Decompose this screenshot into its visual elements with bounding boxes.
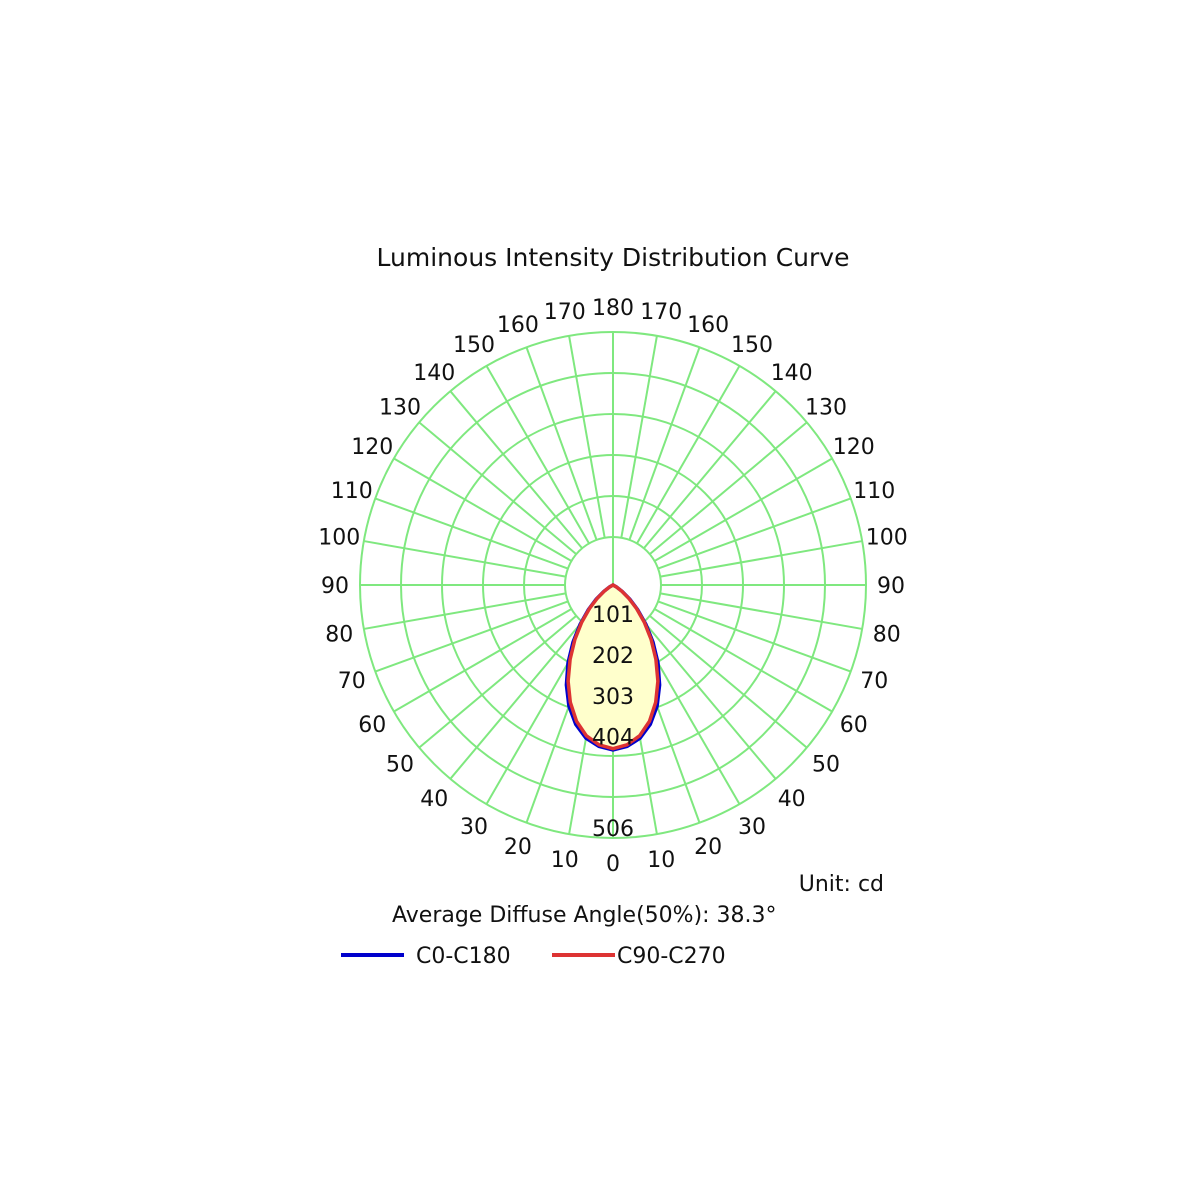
angle-label-left: 170 xyxy=(544,300,586,325)
legend-label-0: C0-C180 xyxy=(416,944,511,969)
grid-spoke xyxy=(393,608,572,713)
angle-label-right: 50 xyxy=(812,753,840,778)
angle-label-left: 150 xyxy=(453,333,495,358)
grid-spoke xyxy=(636,365,741,544)
grid-spoke xyxy=(418,615,577,749)
grid-spoke xyxy=(568,335,606,538)
angle-label-right: 130 xyxy=(805,395,847,420)
grid-spoke xyxy=(449,621,583,780)
diffuse-angle-label: Average Diffuse Angle(50%): 38.3° xyxy=(392,903,777,928)
angle-label-right: 20 xyxy=(694,835,722,860)
curve-fill xyxy=(566,585,660,750)
angle-label-right: 10 xyxy=(647,848,675,873)
angle-label-right: 90 xyxy=(877,574,905,599)
radial-tick-label: 404 xyxy=(592,726,634,751)
legend-label-1: C90-C270 xyxy=(617,944,726,969)
grid-spoke xyxy=(660,592,863,630)
grid-spoke xyxy=(649,615,808,749)
intensity-curves xyxy=(564,582,662,752)
grid-spoke xyxy=(418,421,577,555)
angle-label-right: 40 xyxy=(778,787,806,812)
grid-spoke xyxy=(643,390,777,549)
grid-spoke xyxy=(654,457,833,562)
angle-labels: 180 1701601501401301201101009080706050403… xyxy=(318,296,908,877)
grid-spoke xyxy=(363,540,566,578)
angle-label-right: 70 xyxy=(860,669,888,694)
angle-label-bottom: 0 xyxy=(606,852,620,877)
angle-label-right: 160 xyxy=(687,313,729,338)
angle-label-left: 40 xyxy=(420,787,448,812)
angle-label-left: 10 xyxy=(551,848,579,873)
radial-tick-label: 303 xyxy=(592,685,634,710)
angle-label-right: 180 xyxy=(592,296,634,321)
angle-label-left: 160 xyxy=(497,313,539,338)
angle-label-right: 110 xyxy=(853,479,895,504)
angle-label-right: 60 xyxy=(840,713,868,738)
angle-label-left: 70 xyxy=(338,669,366,694)
angle-label-left: 30 xyxy=(460,815,488,840)
chart-title: Luminous Intensity Distribution Curve xyxy=(377,243,850,272)
unit-label: Unit: cd xyxy=(799,872,884,897)
angle-label-left: 130 xyxy=(379,395,421,420)
angle-label-right: 140 xyxy=(771,361,813,386)
legend: C0-C180 C90-C270 xyxy=(341,944,726,969)
grid-spoke xyxy=(649,421,808,555)
angle-label-left: 110 xyxy=(331,479,373,504)
grid-spoke xyxy=(449,390,583,549)
grid-spoke xyxy=(525,346,598,541)
grid-spoke xyxy=(654,608,833,713)
grid-spoke xyxy=(374,600,569,673)
angle-label-left: 80 xyxy=(325,622,353,647)
radial-tick-label: 101 xyxy=(592,603,634,628)
grid-spoke xyxy=(643,621,777,780)
grid-spoke xyxy=(485,365,590,544)
angle-label-right: 80 xyxy=(873,622,901,647)
angle-label-left: 90 xyxy=(321,574,349,599)
angle-label-left: 20 xyxy=(504,835,532,860)
grid-spoke xyxy=(620,335,658,538)
angle-label-left: 120 xyxy=(351,435,393,460)
grid-spoke xyxy=(657,600,852,673)
angle-label-left: 60 xyxy=(358,713,386,738)
angle-label-right: 100 xyxy=(866,526,908,551)
grid-spoke xyxy=(374,497,569,570)
angle-label-right: 120 xyxy=(833,435,875,460)
angle-label-right: 30 xyxy=(738,815,766,840)
angle-label-right: 170 xyxy=(640,300,682,325)
radial-tick-labels: 101 202 303 404 506 xyxy=(592,603,634,842)
radial-tick-label: 202 xyxy=(592,644,634,669)
grid-spoke xyxy=(660,540,863,578)
angle-label-left: 50 xyxy=(386,753,414,778)
series-line-1 xyxy=(566,582,660,751)
angle-label-left: 100 xyxy=(318,526,360,551)
grid-spoke xyxy=(393,457,572,562)
grid-spoke xyxy=(363,592,566,630)
angle-label-left: 140 xyxy=(413,361,455,386)
angle-label-right: 150 xyxy=(731,333,773,358)
grid-spoke xyxy=(657,497,852,570)
radial-tick-label: 506 xyxy=(592,817,634,842)
grid-spoke xyxy=(628,346,701,541)
